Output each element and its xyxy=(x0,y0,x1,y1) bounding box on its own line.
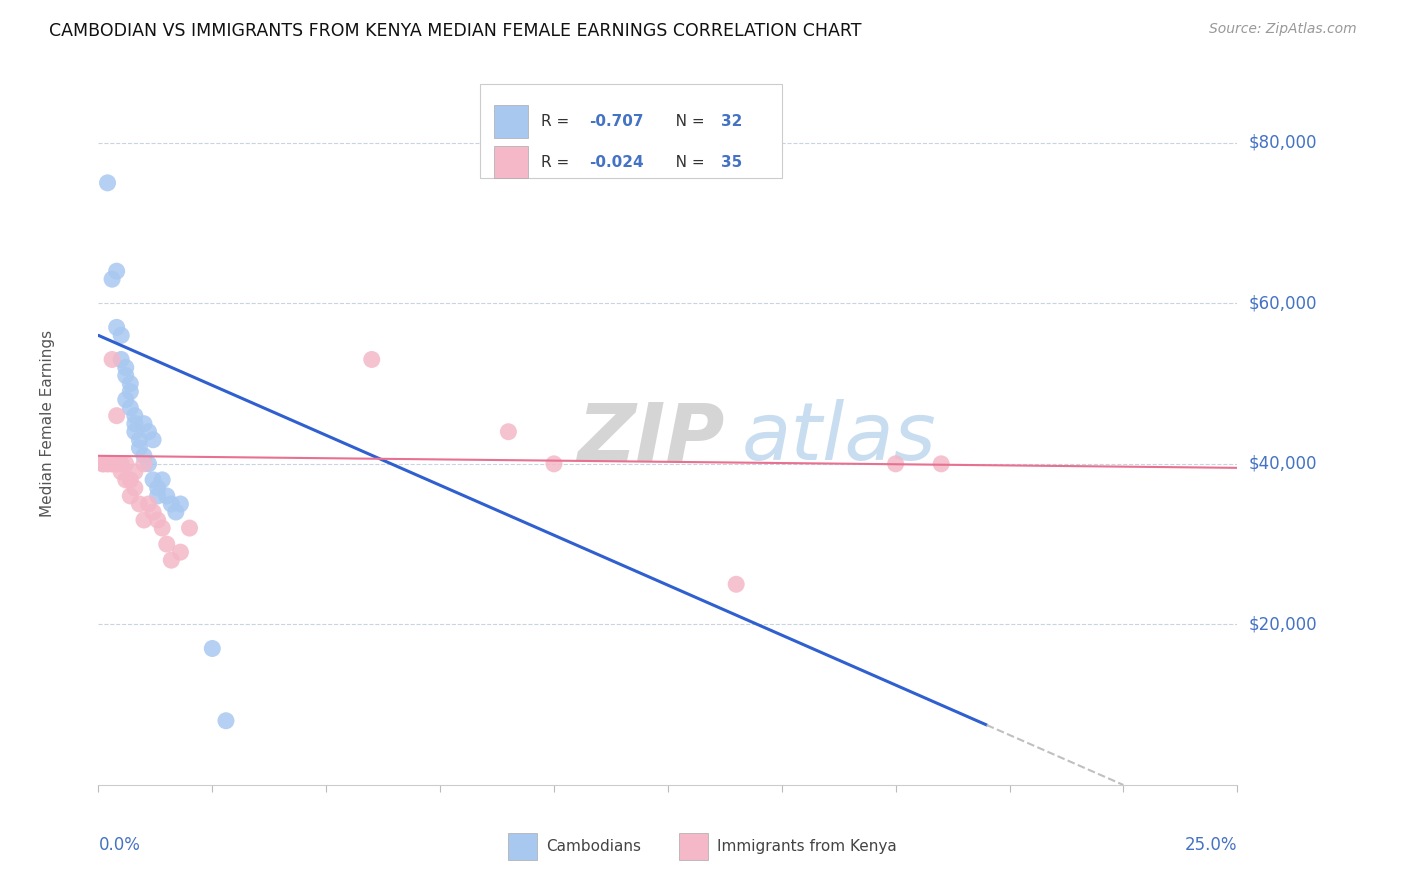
Point xyxy=(138,425,160,439)
Point xyxy=(142,473,165,487)
Point xyxy=(91,457,114,471)
Point xyxy=(120,384,142,399)
Text: $40,000: $40,000 xyxy=(1249,455,1317,473)
Point xyxy=(110,457,132,471)
Point xyxy=(128,497,150,511)
Point xyxy=(201,641,224,656)
Point xyxy=(128,433,150,447)
Point xyxy=(169,545,191,559)
Point xyxy=(150,473,173,487)
Point xyxy=(120,401,142,415)
Point xyxy=(96,176,118,190)
Bar xyxy=(509,832,537,860)
Point xyxy=(725,577,748,591)
Point xyxy=(96,457,118,471)
Point xyxy=(105,320,128,334)
Point xyxy=(146,489,169,503)
Point xyxy=(215,714,238,728)
Text: 0.0%: 0.0% xyxy=(98,836,141,854)
Point xyxy=(114,360,136,375)
Bar xyxy=(494,105,527,138)
Point xyxy=(124,409,146,423)
Point xyxy=(114,392,136,407)
Point xyxy=(142,433,165,447)
Point xyxy=(105,409,128,423)
Point xyxy=(110,328,132,343)
Text: Median Female Earnings: Median Female Earnings xyxy=(39,330,55,517)
Point xyxy=(543,457,565,471)
Point xyxy=(101,272,124,286)
FancyBboxPatch shape xyxy=(479,84,782,178)
Point xyxy=(96,457,118,471)
Point xyxy=(124,417,146,431)
Point xyxy=(132,417,155,431)
Text: $80,000: $80,000 xyxy=(1249,134,1317,152)
Text: R =: R = xyxy=(541,154,575,169)
Point xyxy=(132,513,155,527)
Point xyxy=(128,441,150,455)
Text: Immigrants from Kenya: Immigrants from Kenya xyxy=(717,838,897,854)
Point xyxy=(150,521,173,535)
Point xyxy=(120,473,142,487)
Text: -0.707: -0.707 xyxy=(589,114,644,129)
Point xyxy=(146,513,169,527)
Point xyxy=(146,481,169,495)
Text: N =: N = xyxy=(661,154,710,169)
Point xyxy=(156,537,179,551)
Point xyxy=(101,457,124,471)
Point xyxy=(124,425,146,439)
Point xyxy=(142,505,165,519)
Text: $20,000: $20,000 xyxy=(1249,615,1317,633)
Point xyxy=(929,457,952,471)
Point xyxy=(114,473,136,487)
Text: CAMBODIAN VS IMMIGRANTS FROM KENYA MEDIAN FEMALE EARNINGS CORRELATION CHART: CAMBODIAN VS IMMIGRANTS FROM KENYA MEDIA… xyxy=(49,22,862,40)
Bar xyxy=(679,832,707,860)
Point xyxy=(132,449,155,463)
Text: atlas: atlas xyxy=(742,399,936,477)
Text: ZIP: ZIP xyxy=(576,399,724,477)
Point xyxy=(138,497,160,511)
Text: Source: ZipAtlas.com: Source: ZipAtlas.com xyxy=(1209,22,1357,37)
Point xyxy=(110,352,132,367)
Point xyxy=(110,465,132,479)
Point xyxy=(114,368,136,383)
Point xyxy=(179,521,201,535)
Point xyxy=(498,425,520,439)
Text: Cambodians: Cambodians xyxy=(546,838,641,854)
Text: N =: N = xyxy=(661,114,710,129)
Point xyxy=(101,352,124,367)
Text: 35: 35 xyxy=(721,154,742,169)
Point xyxy=(101,457,124,471)
Point xyxy=(160,497,183,511)
Point xyxy=(160,553,183,567)
Point xyxy=(360,352,382,367)
Text: 25.0%: 25.0% xyxy=(1185,836,1237,854)
Point xyxy=(124,465,146,479)
Point xyxy=(114,457,136,471)
Point xyxy=(169,497,191,511)
Point xyxy=(105,457,128,471)
Point xyxy=(884,457,907,471)
Text: $60,000: $60,000 xyxy=(1249,294,1317,312)
Point xyxy=(124,481,146,495)
Point xyxy=(156,489,179,503)
Bar xyxy=(494,146,527,178)
Point xyxy=(120,376,142,391)
Text: 32: 32 xyxy=(721,114,742,129)
Point xyxy=(120,489,142,503)
Text: -0.024: -0.024 xyxy=(589,154,644,169)
Point xyxy=(138,457,160,471)
Point xyxy=(91,457,114,471)
Point xyxy=(132,457,155,471)
Point xyxy=(165,505,187,519)
Point xyxy=(105,264,128,278)
Point xyxy=(105,457,128,471)
Text: R =: R = xyxy=(541,114,575,129)
